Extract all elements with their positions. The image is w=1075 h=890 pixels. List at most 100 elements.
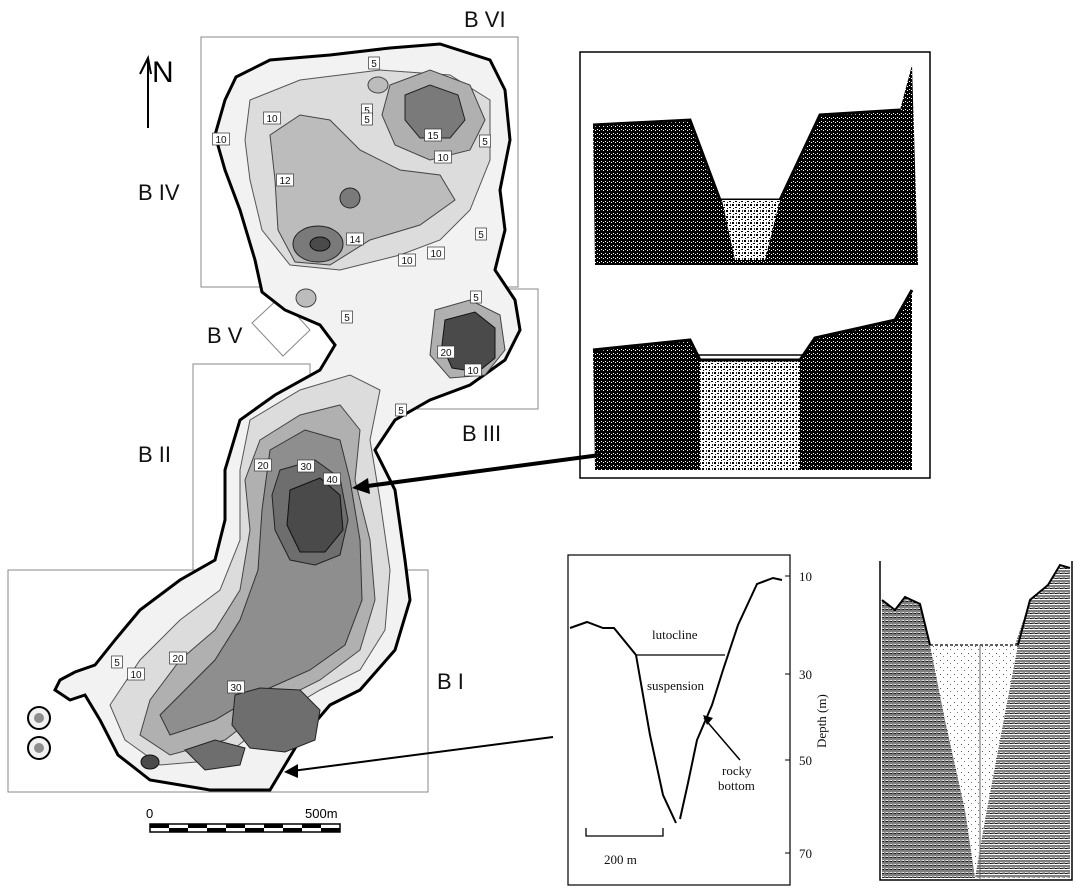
scale-bar-end-label: 500m bbox=[305, 806, 338, 821]
depth-label: 40 bbox=[326, 475, 338, 486]
depth-label: 20 bbox=[172, 654, 184, 665]
depth-label: 20 bbox=[257, 461, 269, 472]
north-arrow: N bbox=[139, 54, 174, 128]
depth-label: 10 bbox=[130, 670, 142, 681]
arrow-to-b-ii bbox=[359, 453, 601, 489]
arrow-to-b-i bbox=[291, 736, 554, 772]
basin-label-b-ii: B II bbox=[138, 442, 171, 467]
depth-tick-label: 50 bbox=[799, 753, 812, 768]
scale-bar-seg bbox=[169, 828, 188, 832]
profile-scale-label: 200 m bbox=[604, 852, 637, 867]
depth-label-box bbox=[464, 363, 482, 377]
depth-label-box bbox=[227, 680, 245, 694]
spot-b-i-small bbox=[140, 754, 160, 770]
contour-b-iii-20m bbox=[441, 311, 496, 373]
pointer-arrows bbox=[284, 453, 601, 778]
profile-rocky-label-1: rocky bbox=[722, 763, 752, 778]
scale-bar-seg bbox=[207, 828, 226, 832]
seismic-lower-panel-floor bbox=[592, 289, 914, 362]
arrow-to-b-ii-head bbox=[352, 478, 370, 494]
depth-label: 5 bbox=[114, 658, 120, 669]
contour-b-iv-14m-core bbox=[309, 236, 331, 252]
depth-label-box bbox=[263, 111, 281, 125]
north-arrow-label: N bbox=[152, 56, 174, 89]
seismic-lower-suspension bbox=[930, 645, 1018, 870]
depth-label-box bbox=[323, 472, 341, 486]
seismic-upper-panel-fill bbox=[722, 200, 780, 260]
depth-label: 5 bbox=[478, 230, 484, 241]
arrow-to-b-i-head bbox=[284, 764, 298, 778]
basin-label-b-iii: B III bbox=[462, 421, 501, 446]
contour-30m-southwest bbox=[184, 739, 246, 771]
depth-tick-label: 10 bbox=[799, 569, 812, 584]
profile-rocky-label-2: bottom bbox=[718, 778, 755, 793]
west-pool-lower-deep bbox=[34, 743, 44, 753]
basin-label-b-v: B V bbox=[207, 323, 243, 348]
depth-label: 30 bbox=[230, 683, 242, 694]
depth-label: 5 bbox=[398, 406, 404, 417]
basin-label-b-iv: B IV bbox=[138, 180, 180, 205]
depth-label-box bbox=[297, 459, 315, 473]
seismic-image-lower bbox=[878, 561, 1073, 881]
profile-rocky-arrow-head bbox=[703, 715, 713, 725]
depth-label-box bbox=[470, 290, 482, 304]
profile-depth-axis: 10 30 50 70 Depth (m) bbox=[785, 569, 829, 861]
contour-30m-south bbox=[231, 687, 321, 753]
depth-label-box bbox=[479, 134, 491, 148]
profile-bottom-line bbox=[569, 576, 783, 824]
depth-label: 30 bbox=[300, 462, 312, 473]
scale-bar-start-label: 0 bbox=[146, 806, 153, 821]
depth-label: 12 bbox=[279, 176, 291, 187]
scale-bar-seg bbox=[150, 824, 169, 828]
seismic-image-lower-border bbox=[879, 561, 1073, 881]
scale-bar-seg bbox=[283, 828, 302, 832]
depth-label-box bbox=[212, 132, 230, 146]
depth-label: 5 bbox=[364, 115, 370, 126]
depth-profile: lutocline suspension rocky bottom 200 m … bbox=[567, 554, 829, 886]
depth-label: 15 bbox=[427, 131, 439, 142]
scale-bar-seg bbox=[302, 824, 321, 828]
depth-label: 10 bbox=[437, 153, 449, 164]
depth-label: 10 bbox=[467, 366, 479, 377]
depth-label: 14 bbox=[349, 235, 361, 246]
seismic-image-upper bbox=[579, 51, 931, 479]
depth-label-box bbox=[254, 458, 272, 472]
depth-label-box bbox=[361, 112, 373, 126]
depth-tick-label: 70 bbox=[799, 846, 812, 861]
depth-label-box bbox=[434, 150, 452, 164]
depth-label-box bbox=[424, 128, 442, 142]
scale-bar-seg bbox=[188, 824, 207, 828]
depth-label-box bbox=[111, 655, 123, 669]
depth-label-box bbox=[169, 651, 187, 665]
scale-bar-seg bbox=[321, 828, 340, 832]
scale-bar: 0 500m bbox=[146, 806, 341, 833]
basin-label-b-vi: B VI bbox=[464, 7, 506, 32]
profile-rocky-arrow bbox=[703, 717, 741, 761]
depth-label-box bbox=[427, 246, 445, 260]
depth-label-box bbox=[127, 667, 145, 681]
depth-label: 5 bbox=[364, 106, 370, 117]
island-b-vi-small bbox=[367, 76, 389, 94]
depth-label-box bbox=[398, 253, 416, 267]
depth-label: 10 bbox=[430, 249, 442, 260]
seismic-lower-right-wall bbox=[975, 565, 1070, 878]
depth-label-box bbox=[341, 310, 353, 324]
depth-label: 10 bbox=[266, 114, 278, 125]
depth-label-box bbox=[475, 227, 487, 241]
depth-profile-frame bbox=[567, 554, 791, 886]
seismic-lower-left-floor bbox=[881, 595, 931, 646]
depth-label: 5 bbox=[482, 137, 488, 148]
depth-label-box bbox=[395, 403, 407, 417]
depth-label: 5 bbox=[344, 313, 350, 324]
depth-label: 10 bbox=[401, 256, 413, 267]
depth-label-box bbox=[368, 56, 380, 70]
basin-label-b-i: B I bbox=[437, 669, 464, 694]
depth-label-box bbox=[437, 345, 455, 359]
profile-lutocline-label: lutocline bbox=[652, 627, 698, 642]
scale-bar-seg bbox=[245, 828, 264, 832]
seismic-lower-right-floor bbox=[1017, 563, 1071, 646]
depth-label-box bbox=[276, 173, 294, 187]
contour-b-vi-15m bbox=[404, 84, 466, 139]
scale-bar-seg bbox=[264, 824, 283, 828]
